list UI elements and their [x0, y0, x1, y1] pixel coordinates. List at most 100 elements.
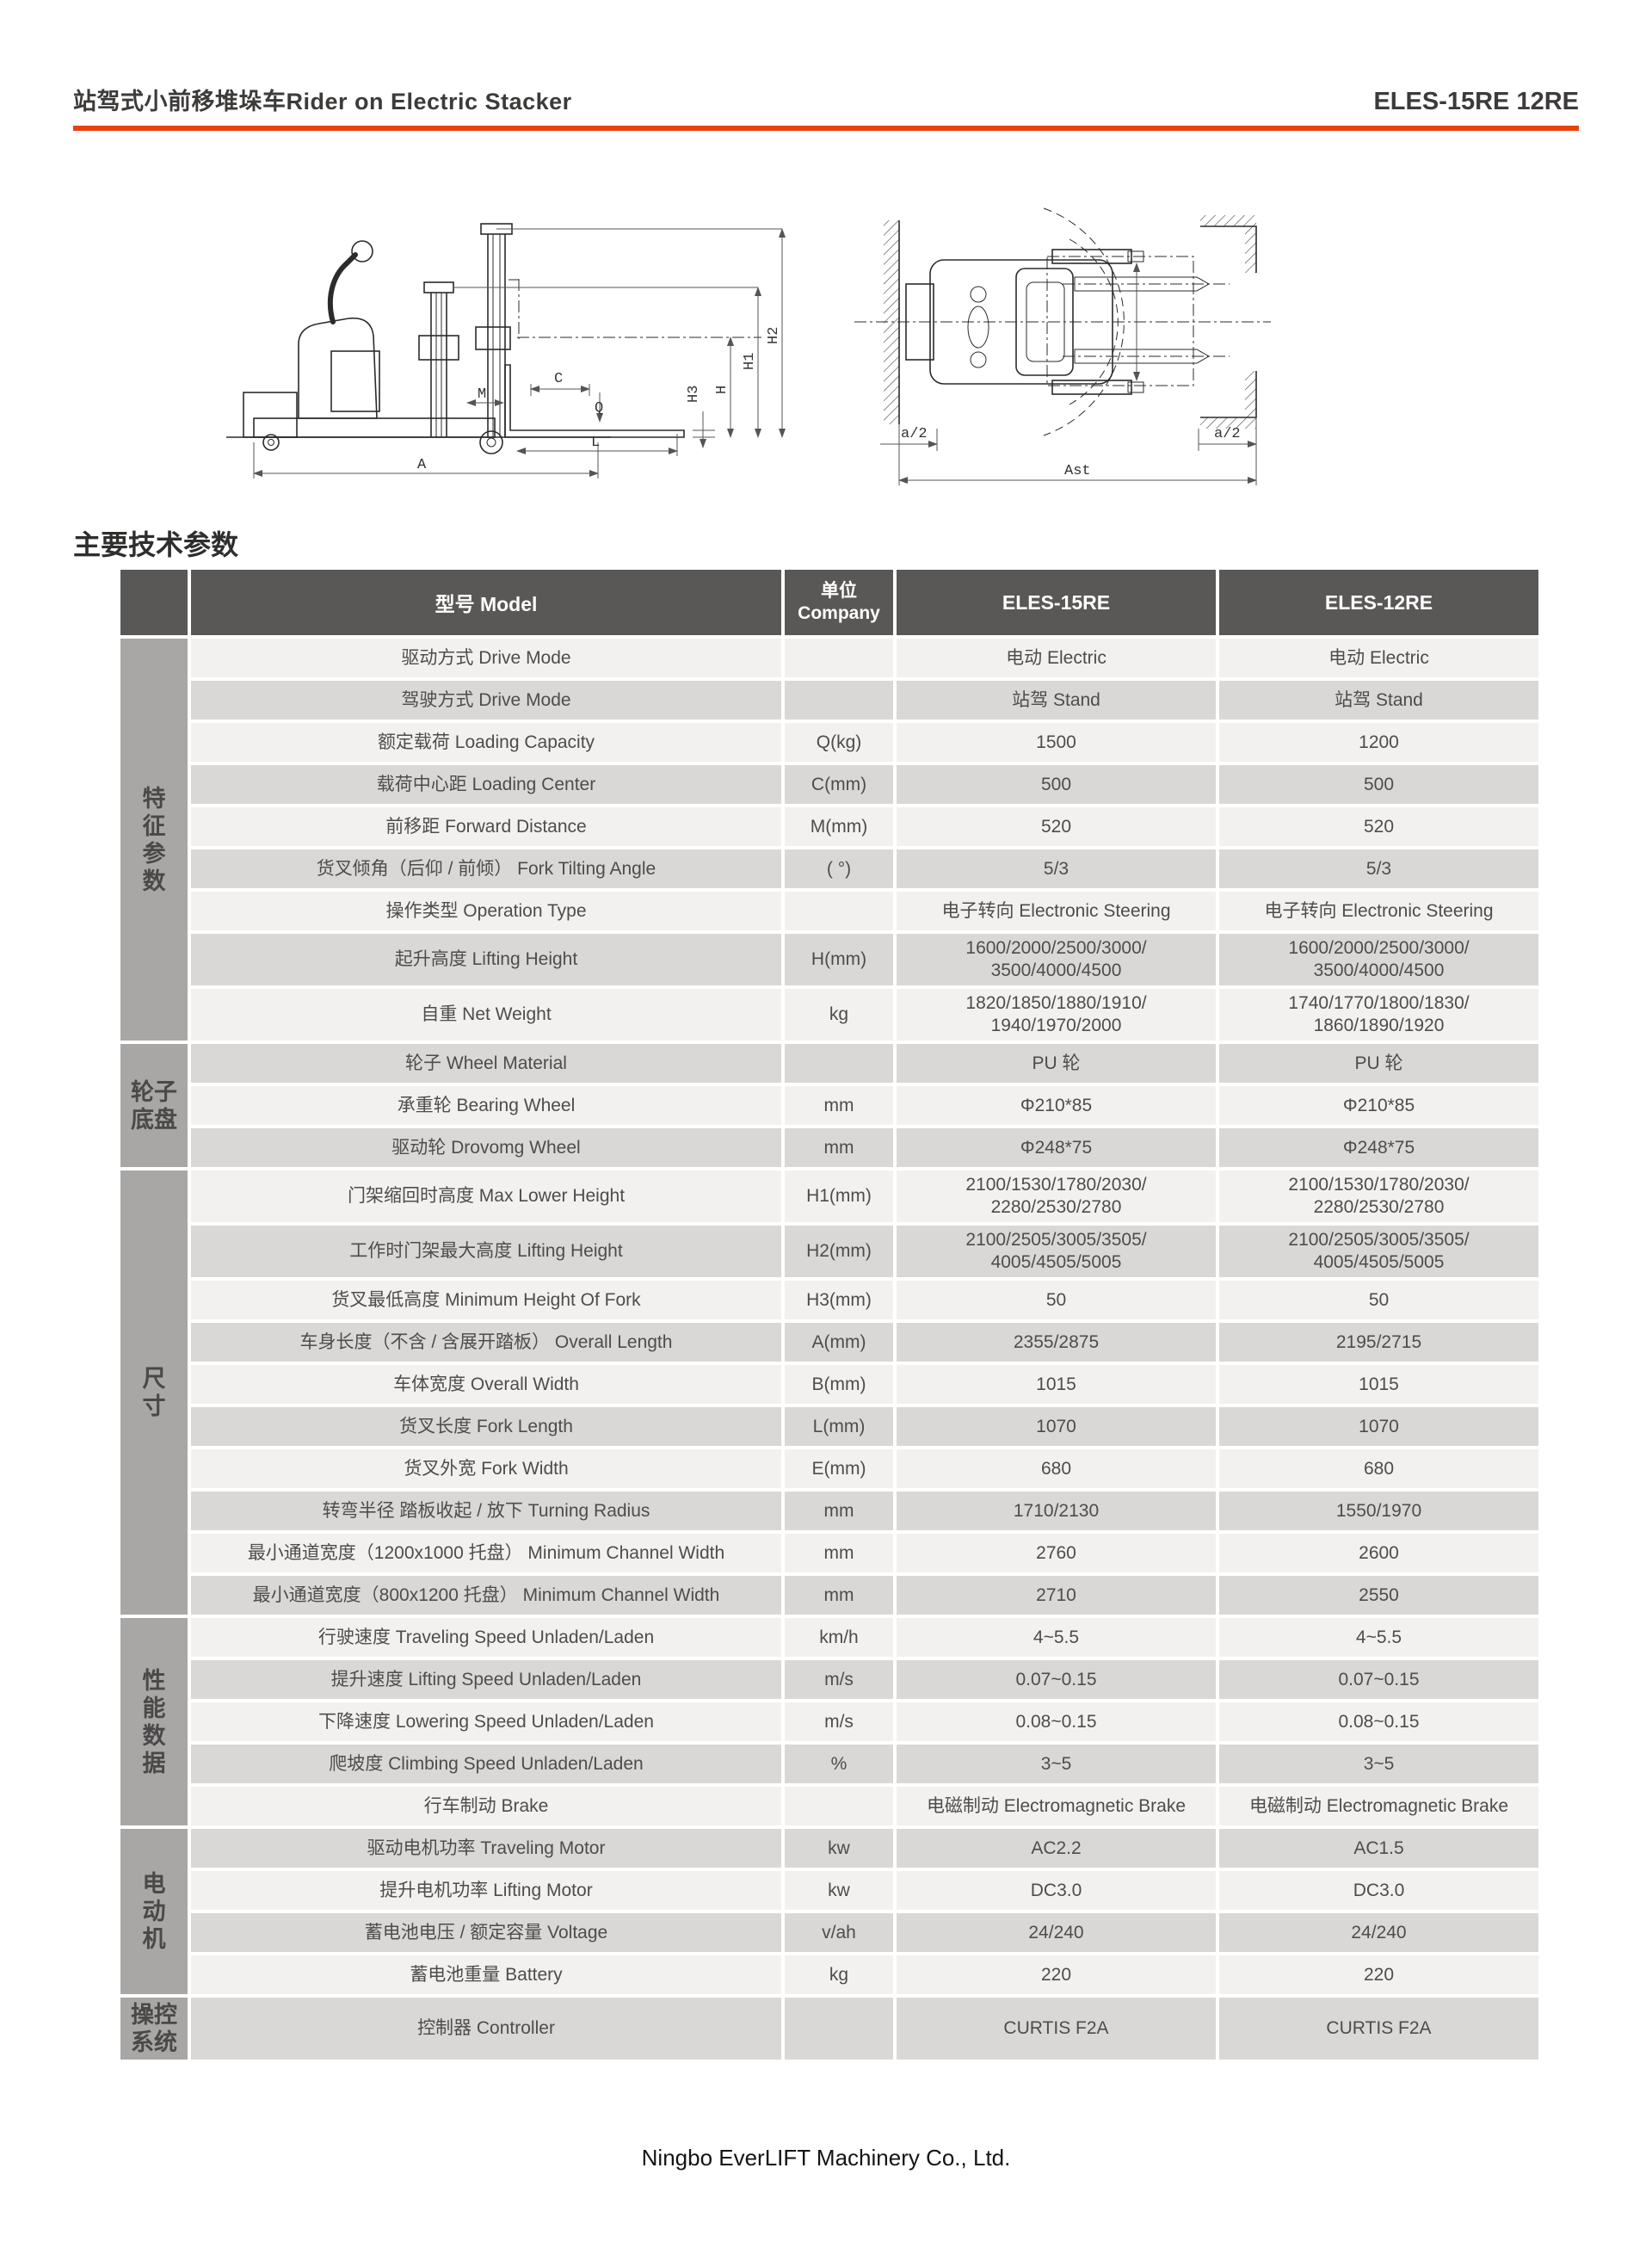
table-row: 驱动轮 Drovomg Wheel mm Φ248*75 Φ248*75 — [119, 1127, 1540, 1169]
spec-value-eles-12re: 4~5.5 — [1217, 1616, 1540, 1658]
top-view-drawing: a/2 a/2 Ast — [854, 207, 1271, 485]
dim-label-c: C — [554, 371, 563, 387]
dim-label-ast: Ast — [1064, 463, 1091, 479]
table-row: 承重轮 Bearing Wheel mm Φ210*85 Φ210*85 — [119, 1084, 1540, 1127]
dim-label-a2-left: a/2 — [901, 426, 928, 442]
table-row: 最小通道宽度（1200x1000 托盘） Minimum Channel Wid… — [119, 1532, 1540, 1574]
spec-label: 承重轮 Bearing Wheel — [189, 1084, 783, 1127]
spec-value-eles-12re: 2100/1530/1780/2030/ 2280/2530/2780 — [1217, 1169, 1540, 1224]
spec-label: 货叉倾角（后仰 / 前倾） Fork Tilting Angle — [189, 848, 783, 890]
spec-value-eles-12re: 1600/2000/2500/3000/ 3500/4000/4500 — [1217, 932, 1540, 987]
spec-label: 爬坡度 Climbing Speed Unladen/Laden — [189, 1743, 783, 1785]
dim-label-h1: H1 — [742, 353, 758, 370]
table-row: 蓄电池重量 Battery kg 220 220 — [119, 1954, 1540, 1996]
dimension-lines — [880, 417, 1257, 485]
spec-label: 行车制动 Brake — [189, 1785, 783, 1827]
spec-label: 工作时门架最大高度 Lifting Height — [189, 1224, 783, 1279]
dim-label-q: Q — [595, 400, 603, 417]
tiller-handle — [327, 240, 373, 324]
header-unit: 单位 Company — [783, 568, 895, 637]
spec-label: 起升高度 Lifting Height — [189, 932, 783, 987]
table-row: 额定载荷 Loading Capacity Q(kg) 1500 1200 — [119, 721, 1540, 763]
spec-value-eles-15re: 1600/2000/2500/3000/ 3500/4000/4500 — [895, 932, 1217, 987]
spec-unit: M(mm) — [783, 806, 895, 848]
spec-value-eles-12re: AC1.5 — [1217, 1827, 1540, 1869]
spec-label: 门架缩回时高度 Max Lower Height — [189, 1169, 783, 1224]
rack-corner-hatch — [1200, 215, 1257, 429]
spec-value-eles-15re: 680 — [895, 1448, 1217, 1490]
spec-label: 车体宽度 Overall Width — [189, 1363, 783, 1405]
stacker-top-view — [905, 207, 1230, 436]
table-row: 前移距 Forward Distance M(mm) 520 520 — [119, 806, 1540, 848]
header-row: 型号 Model 单位 Company ELES-15RE ELES-12RE — [119, 568, 1540, 637]
spec-value-eles-15re: 1710/2130 — [895, 1490, 1217, 1532]
table-row: 货叉长度 Fork Length L(mm) 1070 1070 — [119, 1405, 1540, 1448]
dim-label-m: M — [478, 386, 486, 403]
dim-label-h: H — [714, 386, 730, 394]
spec-value-eles-12re: 0.08~0.15 — [1217, 1701, 1540, 1743]
mast — [418, 223, 513, 437]
pallet-phantom — [1046, 256, 1194, 386]
spec-value-eles-12re: 0.07~0.15 — [1217, 1658, 1540, 1701]
spec-value-eles-15re: PU 轮 — [895, 1042, 1217, 1084]
spec-value-eles-15re: 电动 Electric — [895, 637, 1217, 679]
spec-unit: Q(kg) — [783, 721, 895, 763]
spec-value-eles-15re: 2760 — [895, 1532, 1217, 1574]
spec-label: 车身长度（不含 / 含展开踏板） Overall Length — [189, 1321, 783, 1363]
spec-value-eles-15re: 0.07~0.15 — [895, 1658, 1217, 1701]
dim-label-h3: H3 — [686, 386, 702, 403]
spec-label: 货叉外宽 Fork Width — [189, 1448, 783, 1490]
spec-value-eles-12re: 220 — [1217, 1954, 1540, 1996]
spec-unit — [783, 1996, 895, 2061]
table-row: 工作时门架最大高度 Lifting Height H2(mm) 2100/2505/… — [119, 1224, 1540, 1279]
turning-radius-inner-arc — [1069, 238, 1119, 405]
spec-unit — [783, 679, 895, 721]
spec-label: 提升速度 Lifting Speed Unladen/Laden — [189, 1658, 783, 1701]
spec-value-eles-15re: 1070 — [895, 1405, 1217, 1448]
page-title: 站驾式小前移堆垛车Rider on Electric Stacker — [73, 89, 572, 114]
table-row: 下降速度 Lowering Speed Unladen/Laden m/s 0.08… — [119, 1701, 1540, 1743]
spec-label: 货叉长度 Fork Length — [189, 1405, 783, 1448]
spec-value-eles-15re: 2100/2505/3005/3505/ 4005/4505/5005 — [895, 1224, 1217, 1279]
spec-value-eles-15re: Φ248*75 — [895, 1127, 1217, 1169]
spec-value-eles-15re: 500 — [895, 763, 1217, 806]
stacker-side-view — [226, 223, 761, 454]
turning-radius-outer-arc — [1043, 207, 1125, 436]
spec-value-eles-15re: 1015 — [895, 1363, 1217, 1405]
table-row: 最小通道宽度（800x1200 托盘） Minimum Channel Widt… — [119, 1574, 1540, 1616]
spec-value-eles-15re: 电磁制动 Electromagnetic Brake — [895, 1785, 1217, 1827]
spec-value-eles-12re: 1550/1970 — [1217, 1490, 1540, 1532]
spec-label: 操作类型 Operation Type — [189, 890, 783, 932]
spec-value-eles-15re: 站驾 Stand — [895, 679, 1217, 721]
spec-value-eles-12re: 5/3 — [1217, 848, 1540, 890]
table-row: 车体宽度 Overall Width B(mm) 1015 1015 — [119, 1363, 1540, 1405]
spec-value-eles-12re: 2550 — [1217, 1574, 1540, 1616]
spec-value-eles-15re: 50 — [895, 1279, 1217, 1321]
table-row: 载荷中心距 Loading Center C(mm) 500 500 — [119, 763, 1540, 806]
spec-unit: kg — [783, 987, 895, 1042]
spec-value-eles-15re: 1820/1850/1880/1910/ 1940/1970/2000 — [895, 987, 1217, 1042]
spec-value-eles-12re: 1015 — [1217, 1363, 1540, 1405]
table-row: 蓄电池电压 / 额定容量 Voltage v/ah 24/240 24/240 — [119, 1912, 1540, 1954]
spec-table-body: 特 征 参 数驱动方式 Drive Mode 电动 Electric 电动 Elec… — [119, 637, 1540, 2061]
spec-value-eles-15re: 3~5 — [895, 1743, 1217, 1785]
spec-label: 最小通道宽度（800x1200 托盘） Minimum Channel Widt… — [189, 1574, 783, 1616]
spec-value-eles-12re: 500 — [1217, 763, 1540, 806]
raised-fork-phantom — [509, 279, 761, 339]
spec-unit — [783, 1785, 895, 1827]
spec-value-eles-12re: 电磁制动 Electromagnetic Brake — [1217, 1785, 1540, 1827]
spec-unit: kw — [783, 1869, 895, 1912]
spec-value-eles-12re: DC3.0 — [1217, 1869, 1540, 1912]
spec-unit: mm — [783, 1127, 895, 1169]
dim-label-a: A — [417, 457, 427, 473]
table-row: 货叉倾角（后仰 / 前倾） Fork Tilting Angle( °) 5/3 5… — [119, 848, 1540, 890]
spec-label: 自重 Net Weight — [189, 987, 783, 1042]
spec-value-eles-15re: 2355/2875 — [895, 1321, 1217, 1363]
table-row: 提升速度 Lifting Speed Unladen/Laden m/s 0.07~… — [119, 1658, 1540, 1701]
spec-label: 最小通道宽度（1200x1000 托盘） Minimum Channel Wid… — [189, 1532, 783, 1574]
spec-unit: km/h — [783, 1616, 895, 1658]
spec-unit: A(mm) — [783, 1321, 895, 1363]
spec-unit: % — [783, 1743, 895, 1785]
forks-top — [1063, 276, 1230, 364]
